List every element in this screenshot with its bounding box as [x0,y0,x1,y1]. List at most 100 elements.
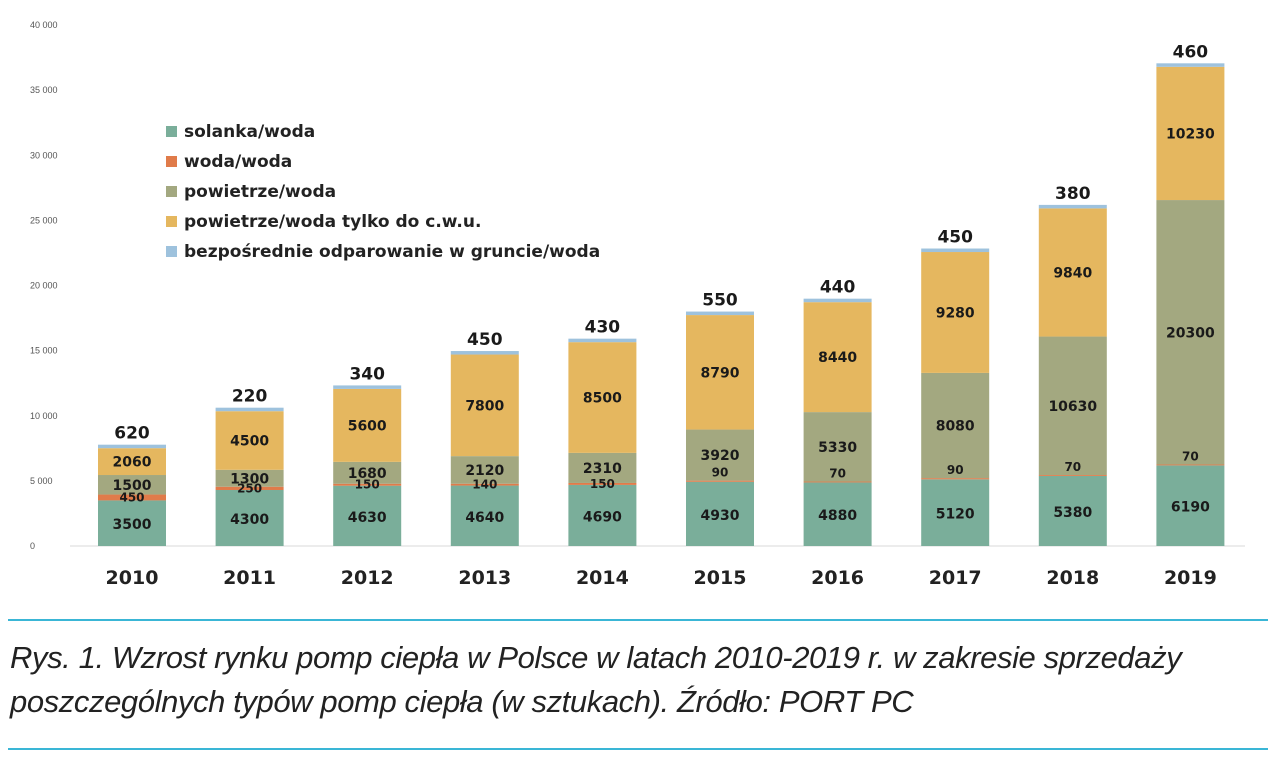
bar-segment [686,315,754,430]
legend-swatch [166,126,177,137]
bar-segment [215,489,284,546]
y-tick-label: 40 000 [30,20,58,30]
bar-segment [1038,204,1107,209]
bar-segment [450,354,519,457]
y-tick-label: 15 000 [30,346,58,356]
labels-layer: 3500450150020606202010430025013004500220… [106,42,1217,589]
bar-segment [215,469,284,487]
bar-segment [333,385,402,389]
data-label: 70 [1064,460,1081,474]
bar-segment [1156,464,1225,466]
bar-segment [803,298,872,303]
data-label: 450 [119,490,144,504]
bar-segment [803,482,872,546]
bar-segment [568,484,637,546]
legend-swatch [166,186,177,197]
legend-swatch [166,246,177,257]
data-label: 5600 [348,418,387,434]
legend-swatch [166,156,177,167]
data-label: 450 [467,330,503,350]
data-label: 9280 [936,305,975,321]
data-label: 4300 [230,512,269,528]
data-label: 8440 [818,350,857,366]
data-label: 4930 [701,508,740,524]
data-label: 1680 [348,466,387,482]
x-tick-label: 2018 [1046,567,1099,589]
bar-segment [921,372,990,479]
legend-label: powietrze/woda [184,182,336,202]
x-tick-label: 2013 [458,567,511,589]
bar-segment [215,486,284,490]
bars-layer [98,63,1225,546]
bar-segment [921,252,990,373]
x-tick-label: 2019 [1164,567,1217,589]
bar-segment [803,412,872,482]
y-tick-label: 5 000 [30,476,53,486]
bar-segment [803,302,872,413]
data-label: 8790 [701,365,740,381]
bar-segment [1038,208,1107,337]
y-tick-label: 10 000 [30,411,58,421]
x-tick-label: 2015 [694,567,747,589]
legend-label: bezpośrednie odparowanie w gruncie/woda [184,242,600,262]
x-tick-label: 2012 [341,567,394,589]
y-tick-label: 35 000 [30,85,58,95]
y-tick-label: 25 000 [30,215,58,225]
data-label: 70 [1182,449,1199,463]
data-label: 5120 [936,507,975,523]
bar-segment [921,479,990,546]
bar-segment [333,461,402,484]
legend-swatch [166,216,177,227]
bar-segment [450,485,519,546]
bar-segment [1156,66,1225,201]
data-label: 4880 [818,508,857,524]
data-label: 430 [585,318,621,338]
data-label: 550 [702,291,738,311]
data-label: 1300 [230,471,269,487]
bar-segment [803,481,872,483]
bar-segment [98,444,166,449]
bar-segment [1156,200,1225,465]
data-label: 340 [349,364,385,384]
data-label: 620 [114,424,150,444]
bar-segment [686,311,754,316]
bar-segment [98,475,166,495]
bar-segment [1038,475,1107,476]
bar-segment [98,448,166,476]
data-label: 8500 [583,391,622,407]
legend-label: solanka/woda [184,122,315,142]
data-label: 5380 [1053,505,1092,521]
data-label: 460 [1173,42,1209,62]
data-label: 1500 [113,478,152,494]
data-label: 8080 [936,419,975,435]
legend: solanka/woda woda/woda powietrze/woda powie… [166,122,600,262]
data-label: 150 [355,478,380,492]
bar-segment [921,248,990,253]
data-label: 440 [820,278,856,298]
data-label: 380 [1055,184,1091,204]
y-tick-label: 30 000 [30,150,58,160]
bar-segment [568,482,637,485]
data-label: 4630 [348,510,387,526]
bar-segment [686,429,754,481]
data-label: 70 [829,467,846,481]
data-label: 250 [237,481,262,495]
bar-segment [450,483,519,486]
data-label: 7800 [465,398,504,414]
data-label: 140 [472,478,497,492]
stacked-bar-chart: 0 5 000 10 000 15 000 20 000 25 000 30 000 35 0… [30,20,1245,589]
bar-segment [1038,475,1107,546]
data-label: 9840 [1053,265,1092,281]
data-label: 450 [937,228,973,248]
bar-segment [686,481,754,546]
bar-segment [98,500,166,546]
bar-segment [98,494,166,501]
bar-segment [450,456,519,484]
data-label: 4500 [230,433,269,449]
x-tick-label: 2010 [106,567,159,589]
x-tick-label: 2011 [223,567,276,589]
data-label: 90 [947,463,964,477]
top-divider [8,619,1268,621]
data-label: 2310 [583,461,622,477]
data-label: 90 [712,466,729,480]
